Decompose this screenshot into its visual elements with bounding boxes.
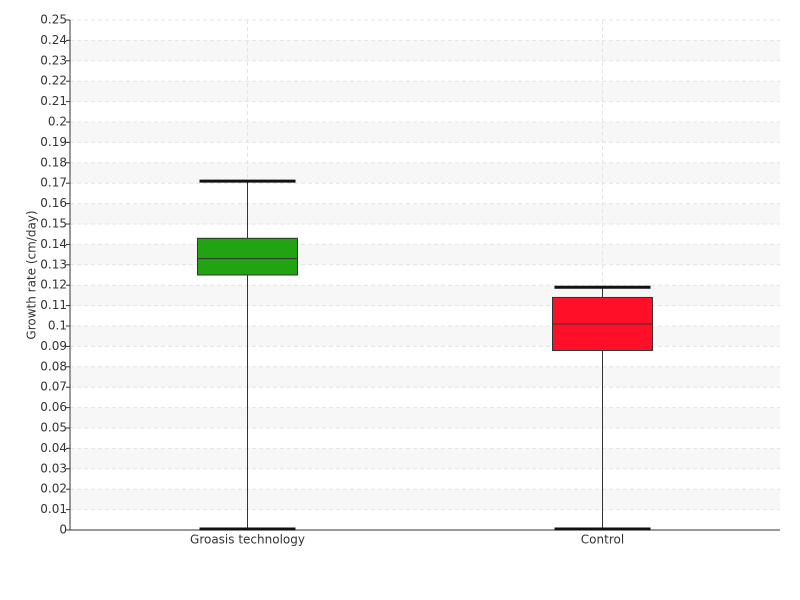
grid-band xyxy=(70,407,780,428)
y-tick-label: 0.05 xyxy=(40,421,67,435)
grid-band xyxy=(70,162,780,184)
y-tick-label: 0.25 xyxy=(40,13,67,27)
y-tick-label: 0.03 xyxy=(40,461,67,475)
y-tick-label: 0.04 xyxy=(40,441,67,455)
y-tick-label: 0.12 xyxy=(40,278,67,292)
y-tick-label: 0.07 xyxy=(40,380,67,394)
y-tick-label: 0.15 xyxy=(40,217,67,231)
grid-band xyxy=(70,448,780,469)
y-tick-label: 0.14 xyxy=(40,237,67,251)
x-tick-label: Control xyxy=(581,533,624,547)
y-tick-label: 0.2 xyxy=(48,115,67,129)
y-tick-label: 0.01 xyxy=(40,502,67,516)
y-tick-label: 0.08 xyxy=(40,359,67,373)
grid-band xyxy=(70,326,780,347)
y-tick-label: 0.13 xyxy=(40,257,67,271)
box xyxy=(197,237,298,276)
y-axis-label: Growth rate (cm/day) xyxy=(25,210,39,339)
y-tick-label: 0.02 xyxy=(40,482,67,496)
y-tick-label: 0.09 xyxy=(40,339,67,353)
grid-band xyxy=(70,203,780,224)
y-tick-label: 0.19 xyxy=(40,135,67,149)
y-tick-label: 0 xyxy=(59,523,67,537)
x-tick-label: Groasis technology xyxy=(190,533,305,547)
grid-band xyxy=(70,366,780,388)
y-tick-label: 0.24 xyxy=(40,33,67,47)
y-tick-label: 0.21 xyxy=(40,94,67,108)
grid-band xyxy=(70,122,780,143)
grid-band xyxy=(70,489,780,510)
y-tick-label: 0.23 xyxy=(40,53,67,67)
grid-band xyxy=(70,244,780,265)
y-tick-label: 0.11 xyxy=(40,298,67,312)
y-tick-label: 0.17 xyxy=(40,176,67,190)
grid-band xyxy=(70,81,780,102)
y-tick-label: 0.18 xyxy=(40,155,67,169)
y-tick-label: 0.06 xyxy=(40,400,67,414)
y-tick-label: 0.22 xyxy=(40,74,67,88)
y-tick-label: 0.1 xyxy=(48,319,67,333)
grid-band xyxy=(70,40,780,61)
y-tick-label: 0.16 xyxy=(40,196,67,210)
grid-band xyxy=(70,285,780,306)
